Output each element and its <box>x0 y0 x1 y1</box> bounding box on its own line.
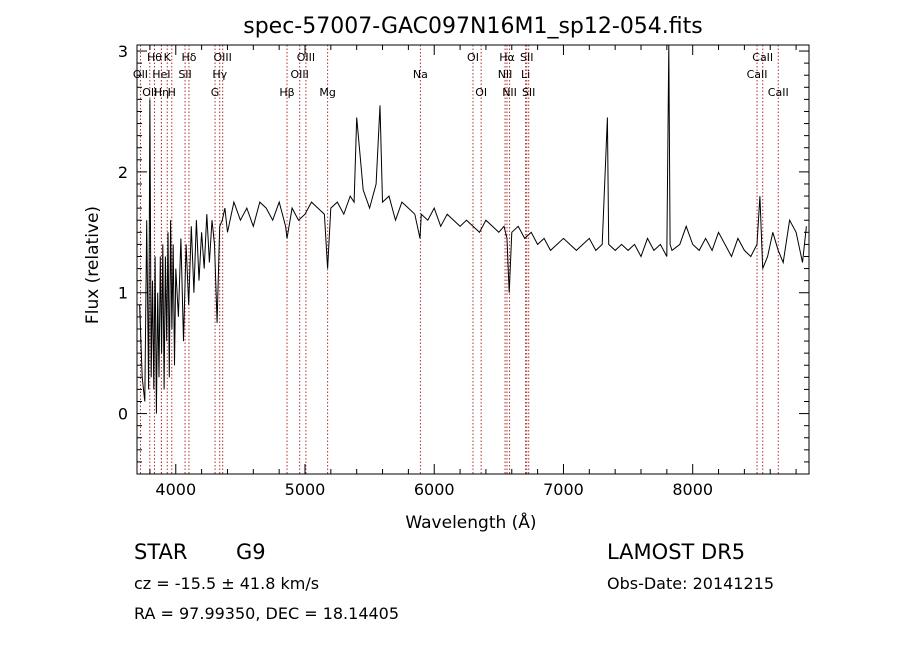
line-label: OI <box>475 86 487 99</box>
line-label: NII <box>498 68 513 81</box>
line-label: Na <box>413 68 428 81</box>
line-label: Hη <box>154 86 169 99</box>
line-label: CaII <box>747 68 768 81</box>
y-tick-label: 0 <box>118 405 128 424</box>
line-label: OIII <box>213 51 231 64</box>
x-tick-label: 8000 <box>672 480 713 499</box>
line-label: OIII <box>291 68 309 81</box>
line-label: CaII <box>768 86 789 99</box>
y-tick-label: 2 <box>118 163 128 182</box>
line-label: G <box>211 86 220 99</box>
spectrum-line <box>139 44 807 414</box>
x-tick-label: 6000 <box>414 480 455 499</box>
y-tick-label: 3 <box>118 42 128 61</box>
line-label: OI <box>467 51 479 64</box>
x-tick-label: 7000 <box>543 480 584 499</box>
x-axis-label: Wavelength (Å) <box>405 511 536 533</box>
line-label: Mg <box>319 86 335 99</box>
plot-frame <box>136 44 810 475</box>
line-label: NII <box>502 86 517 99</box>
chart-title: spec-57007-GAC097N16M1_sp12-054.fits <box>243 14 703 39</box>
spectral-line-labels: OIIOIIHθHηHeIKHSIIHδGHγOIIIHβOIIIOIIIMgN… <box>133 51 789 99</box>
object-subclass: G9 <box>236 540 266 564</box>
x-tick-label: 5000 <box>285 480 326 499</box>
line-label: SII <box>178 68 191 81</box>
x-tick-label: 4000 <box>155 480 196 499</box>
x-axis-ticks: 4000 5000 6000 7000 8000 <box>149 45 797 499</box>
line-label: K <box>164 51 172 64</box>
line-label: Hθ <box>147 51 162 64</box>
y-axis-ticks: 0 1 2 3 <box>118 42 809 475</box>
line-label: Li <box>521 68 530 81</box>
object-class: STAR <box>134 540 188 564</box>
survey-name: LAMOST DR5 <box>607 540 746 564</box>
y-axis-label: Flux (relative) <box>83 206 103 324</box>
spectral-line-markers <box>139 45 779 474</box>
line-label: Hδ <box>181 51 196 64</box>
line-label: OII <box>133 68 148 81</box>
line-label: SII <box>520 51 533 64</box>
line-label: OIII <box>297 51 315 64</box>
line-label: HeI <box>152 68 170 81</box>
redshift-velocity: cz = -15.5 ± 41.8 km/s <box>134 574 320 593</box>
line-label: Hβ <box>279 86 294 99</box>
line-label: Hγ <box>212 68 227 81</box>
line-label: OII <box>142 86 157 99</box>
y-tick-label: 1 <box>118 284 128 303</box>
line-label: Hα <box>499 51 515 64</box>
observation-date: Obs-Date: 20141215 <box>607 574 775 593</box>
coordinates: RA = 97.99350, DEC = 18.14405 <box>134 604 400 623</box>
line-label: SII <box>522 86 535 99</box>
line-label: CaII <box>752 51 773 64</box>
line-label: H <box>168 86 176 99</box>
